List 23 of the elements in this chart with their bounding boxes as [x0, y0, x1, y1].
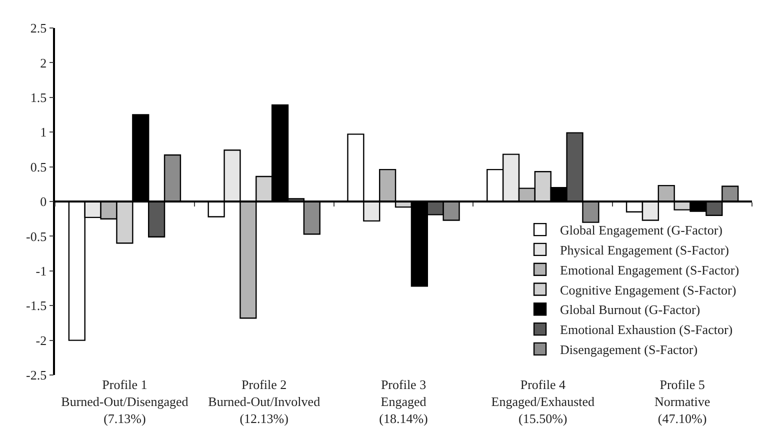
x-tick-label: Profile 2 Burned-Out/Involved (12.13%) [208, 377, 321, 426]
y-tick-label: 0 [40, 194, 47, 210]
legend-label: Cognitive Engagement (S-Factor) [560, 282, 736, 298]
x-tick-label: Profile 4 Engaged/Exhausted (15.50%) [491, 377, 596, 426]
y-tick-label: 0.5 [30, 159, 47, 174]
y-tick-label: -2.5 [26, 368, 47, 383]
legend-label: Disengagement (S-Factor) [560, 342, 698, 358]
y-tick-label: 2.5 [30, 20, 47, 36]
y-tick-label: 1.5 [30, 90, 47, 105]
legend-label: Global Burnout (G-Factor) [560, 302, 700, 318]
y-tick-label: -0.5 [26, 228, 47, 244]
x-tick-label: Profile 5 Normative (47.10%) [654, 377, 710, 426]
legend-label: Emotional Exhaustion (S-Factor) [560, 322, 733, 338]
x-tick-label: Profile 3 Engaged (18.14%) [379, 377, 428, 426]
legend-label: Physical Engagement (S-Factor) [560, 242, 729, 258]
y-tick-label: -2 [36, 332, 47, 348]
legend-label: Global Engagement (G-Factor) [560, 222, 722, 238]
y-tick-label: -1.5 [26, 298, 47, 314]
legend-label: Emotional Engagement (S-Factor) [560, 262, 740, 278]
y-tick-label: 2 [40, 55, 47, 70]
x-tick-label: Profile 1 Burned-Out/Disengaged (7.13%) [61, 377, 189, 426]
y-tick-label: -1 [36, 263, 47, 278]
y-tick-label: 1 [40, 124, 47, 140]
